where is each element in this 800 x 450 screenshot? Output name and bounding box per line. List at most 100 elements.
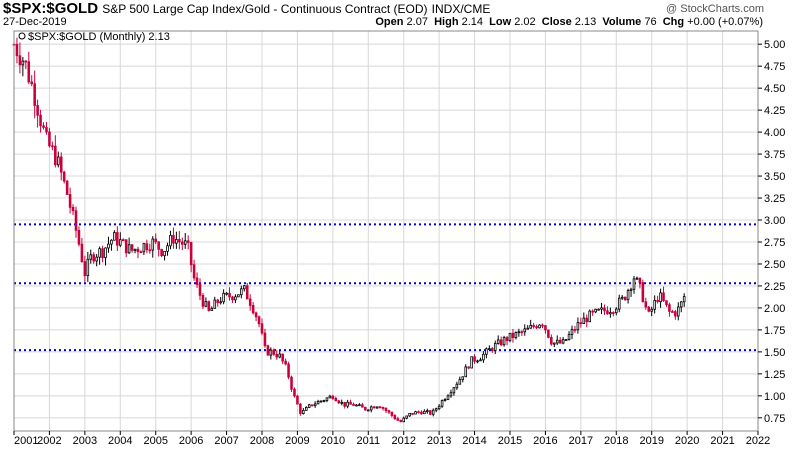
candle-body	[121, 239, 125, 242]
candle-body	[464, 366, 468, 378]
candle-body	[178, 239, 181, 243]
candle-body	[393, 415, 397, 420]
candle-body	[514, 332, 518, 339]
candle-body	[437, 405, 441, 410]
candle-body	[116, 232, 119, 246]
high-value: 2.14	[461, 16, 484, 28]
candle-body	[620, 296, 624, 299]
candle-body	[331, 395, 335, 399]
candle-body	[526, 327, 529, 330]
candle-body	[275, 353, 279, 358]
candle-body	[33, 83, 36, 106]
candle-body	[219, 301, 222, 304]
close-value: 2.13	[574, 16, 597, 28]
candle-body	[293, 388, 296, 397]
y-axis: 0.75 1.00 1.25 1.50 1.75 2.00 2.25 2.50 2.75 3.00…	[758, 39, 785, 425]
candle-body	[443, 399, 447, 401]
candle-body	[609, 312, 612, 315]
candle-body	[349, 401, 352, 405]
y-tick-label: 3.50	[764, 171, 785, 183]
candle-body	[352, 403, 355, 406]
open-label: Open	[375, 16, 404, 28]
grid	[13, 31, 759, 431]
x-tick-label: 2010	[321, 435, 345, 447]
candle-body	[653, 300, 656, 310]
candle-body	[520, 331, 524, 334]
candle-body	[369, 406, 373, 411]
candle-body	[585, 317, 589, 323]
candle-body	[523, 328, 527, 333]
candle-body	[201, 294, 205, 307]
candle-body	[127, 244, 131, 254]
x-tick-label: 2015	[498, 435, 522, 447]
candle-body	[390, 411, 394, 416]
y-tick-label: 2.50	[764, 259, 785, 271]
candle-body	[245, 285, 249, 300]
legend: $SPX:$GOLD (Monthly) 2.13	[18, 31, 170, 43]
candle-body	[186, 240, 190, 243]
candle-body	[204, 301, 208, 307]
y-tick-label: 1.75	[764, 325, 785, 337]
candle-body	[269, 349, 273, 356]
candle-body	[228, 292, 231, 298]
candle-body	[240, 288, 243, 296]
candle-body	[225, 292, 228, 295]
candle-body	[101, 248, 104, 259]
candle-body	[396, 418, 400, 421]
candle-body	[550, 337, 553, 345]
candle-body	[237, 294, 240, 298]
x-tick-label: 2018	[604, 435, 628, 447]
chg-label: Chg	[662, 16, 685, 28]
candle-body	[570, 329, 574, 335]
candle-body	[511, 332, 515, 339]
candle-body	[366, 409, 370, 412]
candle-body	[399, 420, 403, 423]
candle-body	[163, 250, 166, 257]
open-value: 2.07	[406, 16, 428, 28]
candle-body	[254, 312, 258, 318]
candle-body	[381, 407, 385, 409]
candle-body	[647, 306, 651, 312]
candle-body	[626, 290, 630, 301]
candle-body	[231, 296, 234, 301]
symbol-description: S&P 500 Large Cap Index/Gold - Continuou…	[102, 2, 428, 16]
candle-body	[175, 239, 178, 244]
x-tick-label: 2021	[710, 435, 734, 447]
candle-body	[77, 229, 81, 245]
candle-body	[638, 277, 642, 283]
candle-body	[573, 329, 577, 331]
candle-body	[213, 299, 217, 309]
candle-body	[322, 400, 326, 402]
candle-body	[51, 145, 54, 148]
candle-body	[242, 285, 246, 290]
candle-body	[80, 243, 84, 263]
candle-body	[257, 316, 261, 325]
x-tick-label: 2008	[250, 435, 274, 447]
candle-body	[48, 131, 51, 147]
candle-body	[166, 245, 169, 252]
candle-body	[665, 300, 668, 306]
candle-body	[446, 395, 450, 400]
x-tick-label: 2019	[639, 435, 663, 447]
candle-body	[207, 301, 211, 311]
candle-body	[251, 305, 255, 314]
legend-text: $SPX:$GOLD (Monthly) 2.13	[28, 31, 170, 43]
candle-body	[499, 339, 503, 346]
candle-body	[496, 339, 500, 344]
low-value: 2.02	[514, 16, 536, 28]
candle-body	[234, 296, 237, 301]
candle-body	[411, 412, 414, 415]
candle-body	[30, 81, 33, 85]
candle-body	[157, 241, 160, 250]
x-tick-label: 2003	[73, 435, 97, 447]
x-tick-label: 2004	[108, 435, 132, 447]
candle-body	[612, 312, 615, 314]
candle-body	[375, 406, 379, 409]
y-tick-label: 3.75	[764, 149, 785, 161]
candle-body	[139, 251, 143, 254]
candle-body	[561, 339, 565, 344]
x-tick-label: 2002	[37, 435, 61, 447]
candle-body	[169, 234, 172, 247]
candle-body	[402, 417, 406, 423]
